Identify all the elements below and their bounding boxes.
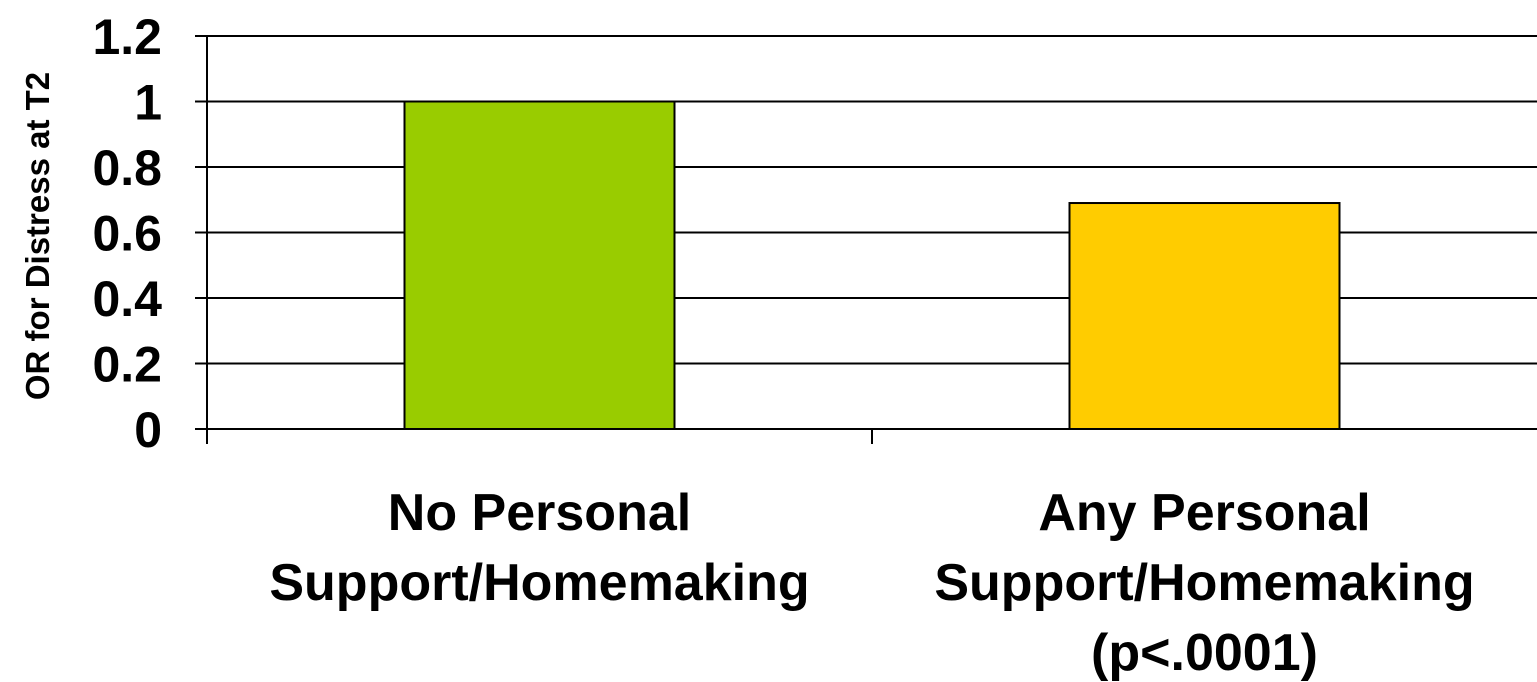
bar xyxy=(1068,202,1341,430)
category-label-line: Support/Homemaking xyxy=(934,554,1474,612)
category-label-line: (p<.0001) xyxy=(1091,624,1318,682)
y-tick-label: 0 xyxy=(134,402,162,458)
axes xyxy=(195,35,1537,444)
y-tick-label: 1 xyxy=(134,75,162,131)
bar xyxy=(403,100,676,430)
category-label: No Personal Support/Homemaking xyxy=(269,484,809,612)
y-tick-label: 0.4 xyxy=(92,271,162,327)
y-tick-label: 0.8 xyxy=(92,140,162,196)
bars xyxy=(403,100,1341,430)
category-label-line: Any Personal xyxy=(1038,484,1370,542)
category-label: Any Personal Support/Homemaking (p<.0001) xyxy=(934,484,1474,682)
y-tick-label: 0.2 xyxy=(92,337,162,393)
category-label-line: Support/Homemaking xyxy=(269,554,809,612)
category-label-line: No Personal xyxy=(388,484,691,542)
y-axis-title: OR for Distress at T2 xyxy=(19,72,56,400)
y-tick-labels: 0 0.2 0.4 0.6 0.8 1 1.2 xyxy=(92,9,162,458)
y-tick-label: 0.6 xyxy=(92,206,162,262)
y-tick-label: 1.2 xyxy=(92,9,162,65)
